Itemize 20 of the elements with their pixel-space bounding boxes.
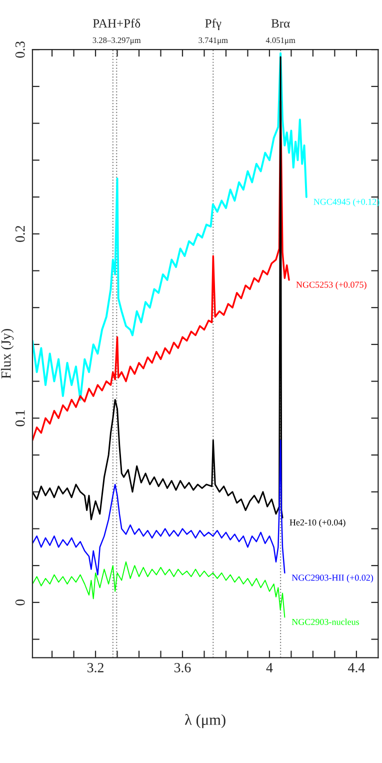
series-label: NGC2903-HII (+0.02) — [292, 574, 374, 583]
y-tick-label: 0.3 — [15, 41, 25, 58]
ref-line-label: Brα 4.051μm — [266, 19, 296, 45]
series-label: NGC2903-nucleus — [292, 618, 360, 625]
series-label: NGC5253 (+0.075) — [296, 281, 366, 290]
ref-line-label: Pfγ 3.741μm — [198, 18, 228, 45]
x-tick-label: 4.4 — [348, 663, 365, 672]
line-series — [32, 561, 286, 618]
line-series — [32, 56, 284, 520]
y-axis-title: Flux (Jy) — [0, 328, 14, 379]
x-tick-label: 3.2 — [88, 663, 104, 672]
y-tick-label: 0.1 — [15, 410, 25, 426]
x-tick-label: 3.6 — [174, 663, 191, 672]
x-tick-label: 4 — [266, 663, 273, 672]
line-series — [32, 440, 286, 576]
series-label: He2-10 (+0.04) — [290, 519, 346, 528]
y-tick-label: 0 — [15, 599, 25, 606]
ref-line-label: PAH+Pfδ 3.28–3.297μm — [92, 18, 141, 45]
y-tick-label: 0.2 — [15, 226, 25, 242]
x-axis-title: λ (μm) — [184, 714, 226, 728]
